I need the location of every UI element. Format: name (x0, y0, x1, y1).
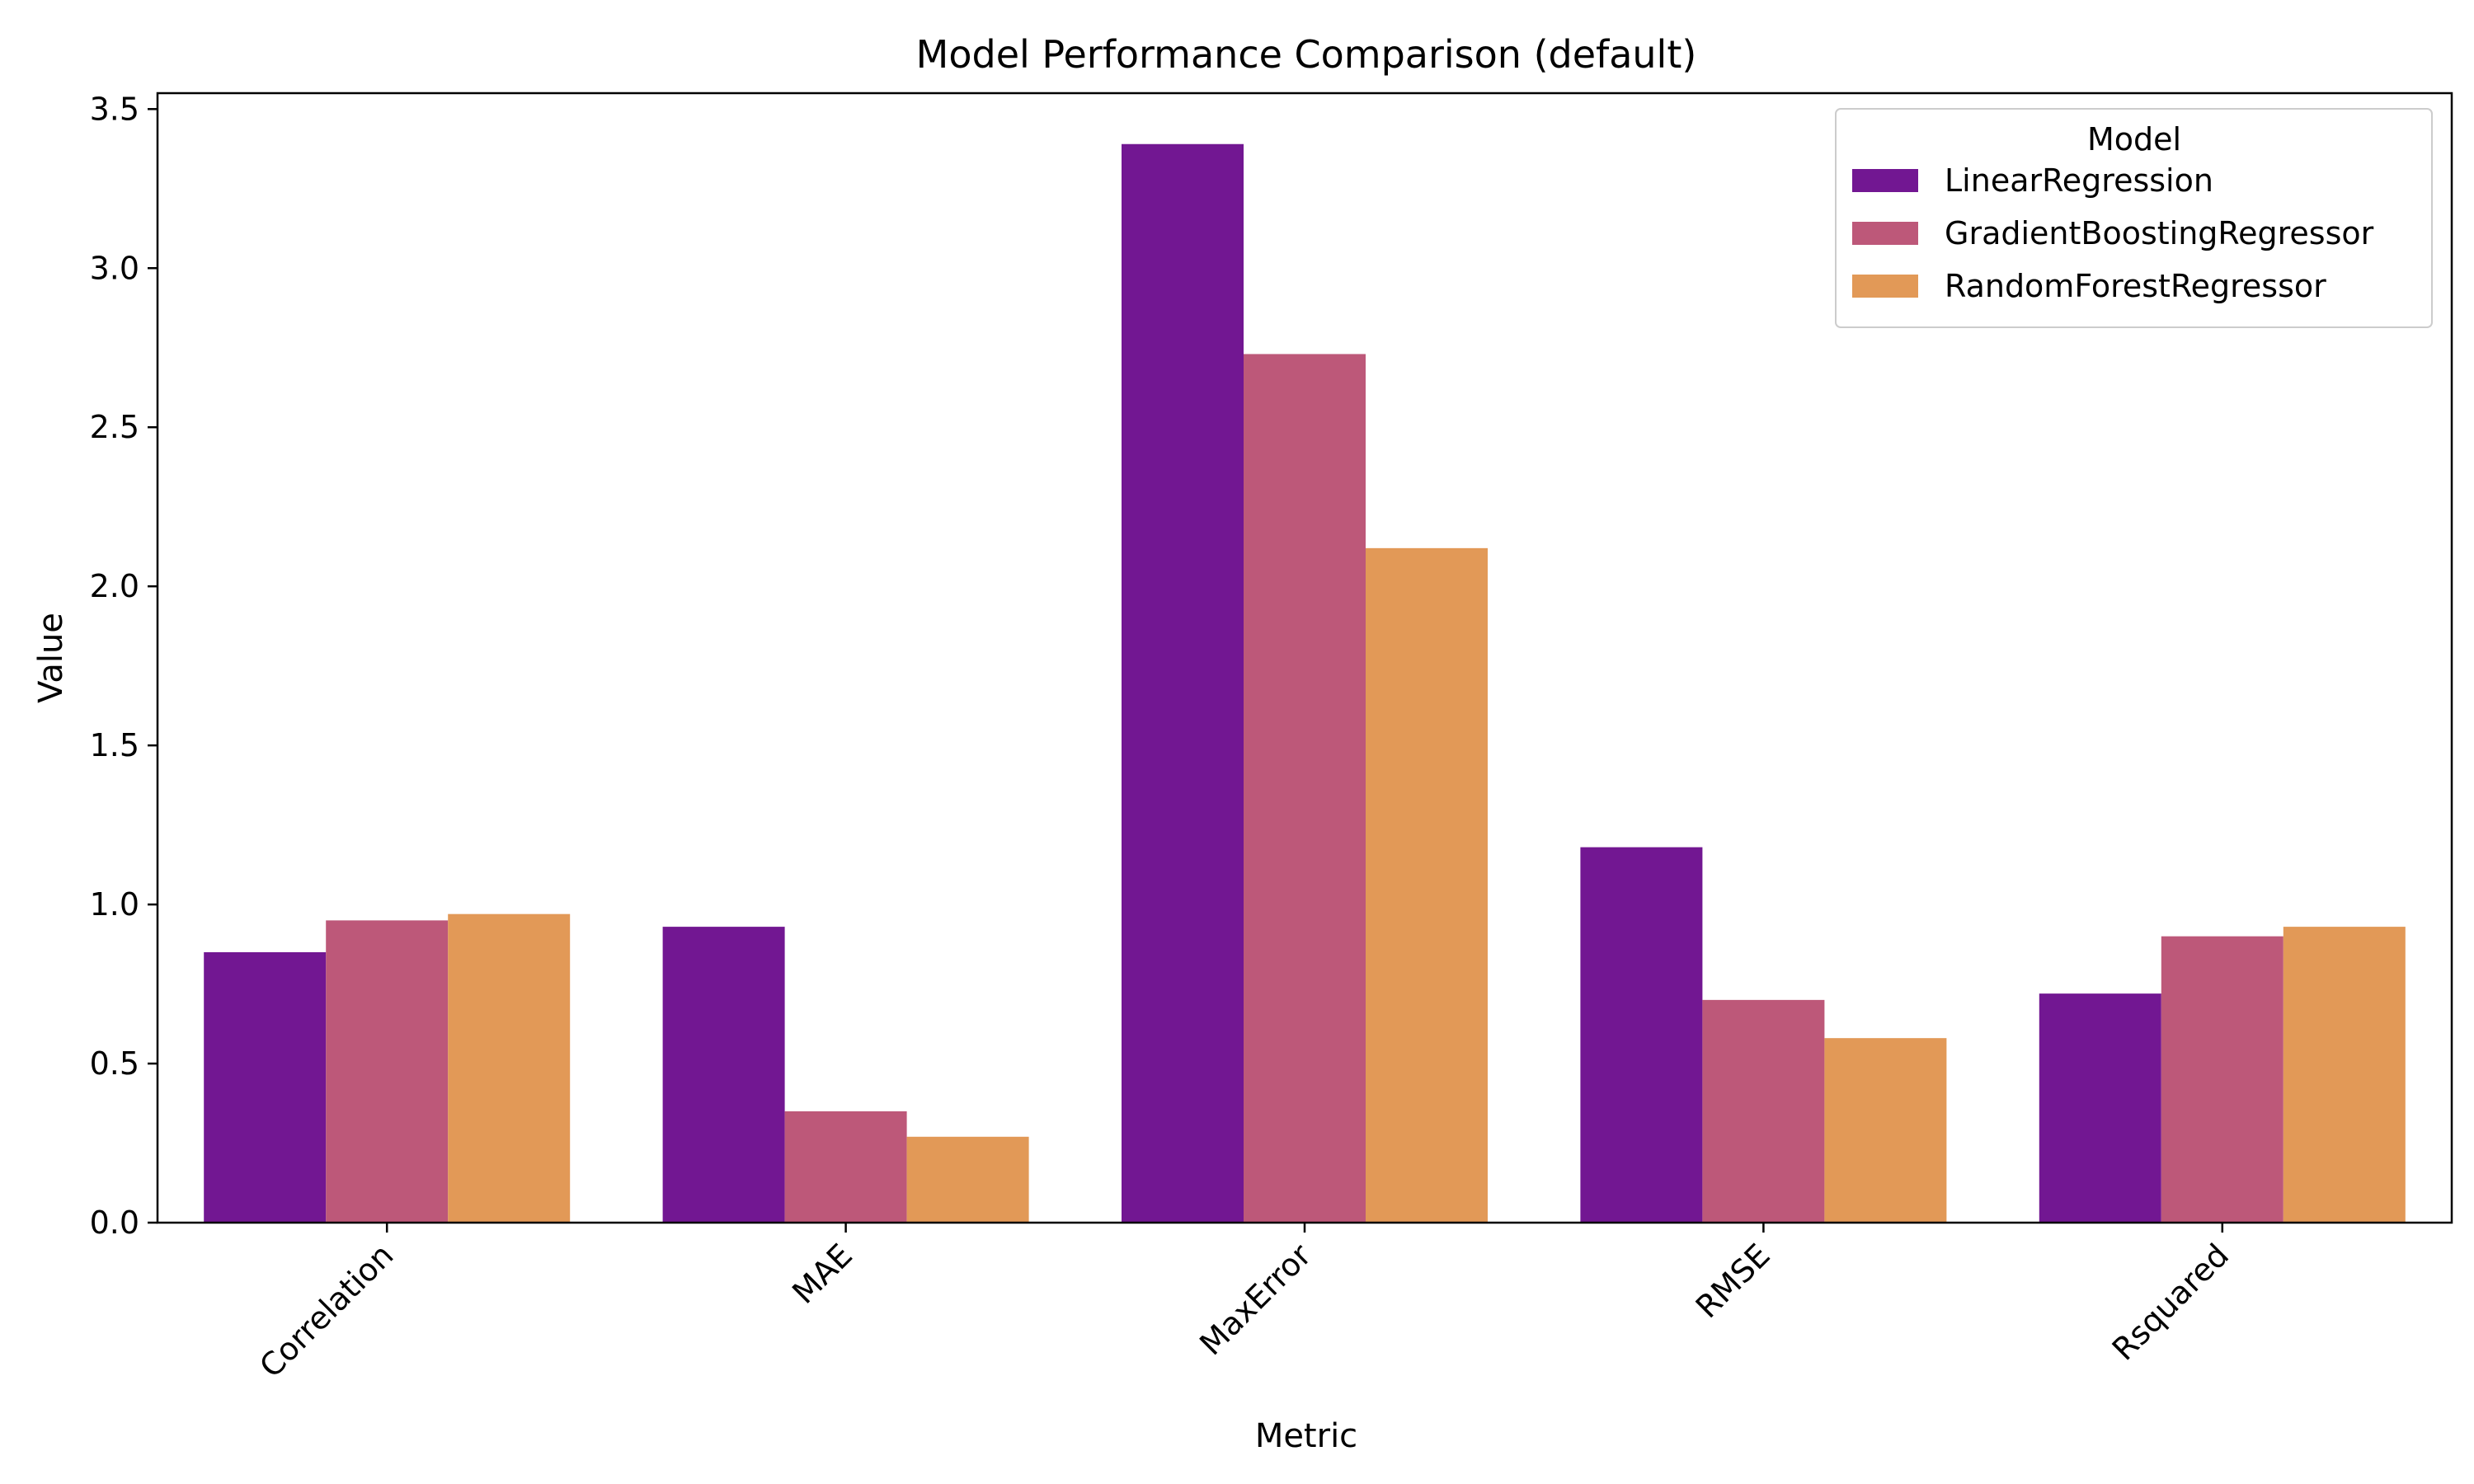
y-tick-label: 1.5 (90, 727, 139, 763)
bars-layer (204, 143, 2406, 1223)
bar-correlation-linearregression (204, 951, 327, 1223)
legend-swatch (1852, 169, 1918, 192)
legend-entries: LinearRegression GradientBoostingRegresso… (1852, 162, 2374, 304)
y-tick-label: 2.0 (90, 568, 139, 604)
y-tick-label: 3.5 (90, 91, 139, 127)
bar-maxerror-randomforestregressor (1366, 547, 1488, 1223)
y-tick-label: 0.0 (90, 1205, 139, 1241)
y-tick-label: 0.5 (90, 1045, 139, 1082)
legend-label: GradientBoostingRegressor (1945, 215, 2374, 251)
bar-mae-linearregression (662, 927, 785, 1223)
bar-rmse-linearregression (1580, 847, 1703, 1223)
legend-box (1835, 108, 2433, 328)
bar-mae-randomforestregressor (906, 1136, 1029, 1223)
chart-title: Model Performance Comparison (default) (916, 32, 1697, 77)
plot-area: 0.00.51.01.52.02.53.03.5 Correlation MAE M… (90, 91, 2453, 1385)
bar-rmse-gradientboostingregressor (1702, 999, 1825, 1223)
y-axis-label: Value (32, 613, 70, 703)
bar-maxerror-gradientboostingregressor (1244, 354, 1366, 1223)
bar-rmse-randomforestregressor (1824, 1038, 1947, 1223)
legend-label: LinearRegression (1945, 162, 2213, 199)
x-axis-label: Metric (1255, 1417, 1357, 1455)
bar-rsquared-randomforestregressor (2283, 927, 2406, 1223)
bar-correlation-gradientboostingregressor (326, 920, 449, 1223)
bar-correlation-randomforestregressor (448, 913, 571, 1223)
legend: Model LinearRegression GradientBoostingRe… (1835, 108, 2433, 328)
y-tick-label: 2.5 (90, 409, 139, 445)
bar-mae-gradientboostingregressor (784, 1111, 907, 1223)
legend-label: RandomForestRegressor (1945, 268, 2326, 304)
bar-maxerror-linearregression (1122, 143, 1244, 1223)
bar-rsquared-linearregression (2039, 993, 2161, 1223)
y-tick-label: 1.0 (90, 886, 139, 923)
bar-rsquared-gradientboostingregressor (2161, 936, 2284, 1223)
y-tick-label: 3.0 (90, 250, 139, 286)
plot-frame (156, 92, 2453, 1224)
legend-title: Model (2087, 121, 2181, 157)
y-axis: 0.0 0.5 1.0 1.5 2.0 2.5 3.0 3.5 (90, 91, 158, 1241)
legend-swatch (1852, 222, 1918, 245)
legend-swatch (1852, 275, 1918, 298)
